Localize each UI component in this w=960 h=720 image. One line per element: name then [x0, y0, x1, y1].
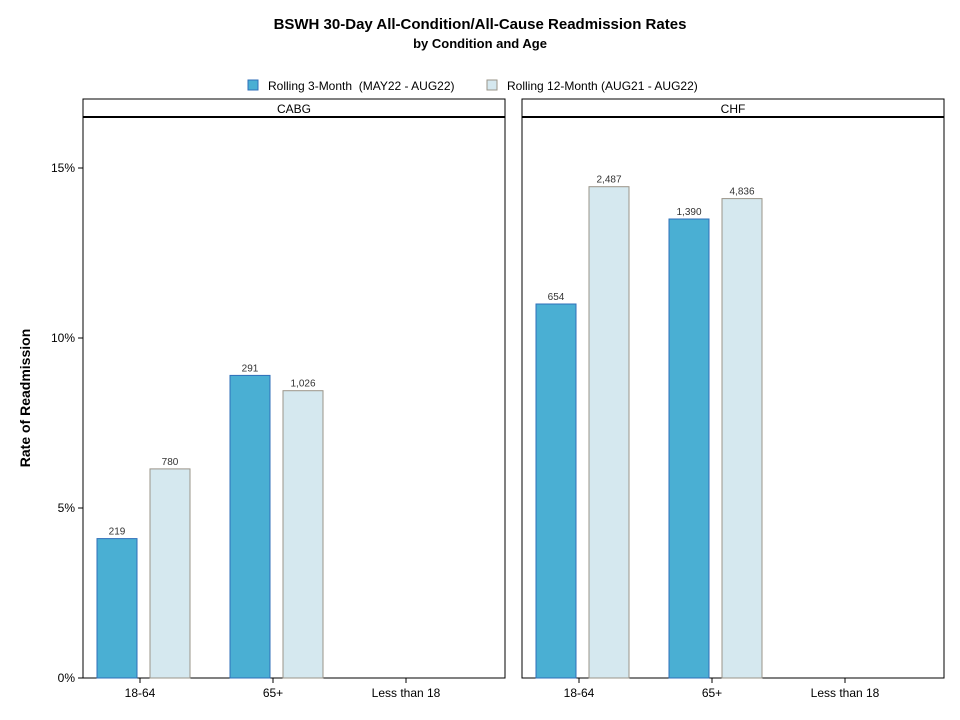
bar-value-label: 1,026: [290, 379, 315, 390]
bar-value-label: 219: [109, 527, 126, 538]
y-tick-label: 5%: [58, 501, 76, 515]
panel-header-chf: CHF: [721, 102, 746, 116]
chart-subtitle: by Condition and Age: [413, 36, 547, 51]
bar-cabg-65+-s1: [229, 374, 271, 679]
x-tick-label: 65+: [702, 686, 722, 700]
bar-value-label: 291: [242, 363, 259, 374]
bar-value-label: 780: [162, 457, 179, 468]
bar-chf-65+-s2: [721, 198, 763, 679]
x-tick-label: 18-64: [564, 686, 595, 700]
bar-value-label: 1,390: [676, 207, 701, 218]
x-tick-label: Less than 18: [372, 686, 441, 700]
bar-cabg-18-64-s2: [149, 468, 191, 679]
bar-value-label: 4,836: [729, 187, 754, 198]
bar-cabg-18-64-s1: [96, 538, 138, 679]
x-tick-label: 65+: [263, 686, 283, 700]
legend: Rolling 3-Month (MAY22 - AUG22) Rolling …: [247, 79, 698, 93]
legend-swatch-12-month: [486, 79, 498, 91]
bar-value-label: 2,487: [596, 175, 621, 186]
legend-label-12-month: Rolling 12-Month (AUG21 - AUG22): [507, 79, 698, 93]
x-tick-label: 18-64: [125, 686, 156, 700]
chart-title: BSWH 30-Day All-Condition/All-Cause Read…: [274, 16, 687, 33]
y-axis-label: Rate of Readmission: [17, 329, 33, 467]
bar-cabg-65+-s2: [282, 390, 324, 679]
y-tick-label: 10%: [51, 331, 75, 345]
bar-chf-18-64-s2: [588, 186, 630, 679]
panel-header-cabg: CABG: [277, 102, 311, 116]
legend-label-3-month: Rolling 3-Month (MAY22 - AUG22): [268, 79, 455, 93]
bar-value-label: 654: [548, 292, 565, 303]
x-tick-label: Less than 18: [811, 686, 880, 700]
bar-chf-18-64-s1: [535, 303, 577, 679]
plot-area: 0% 5% 10% 15% CABG 18-64 219 780 65+ 291 1,026 Less…: [51, 98, 945, 700]
legend-swatch-3-month: [247, 79, 259, 91]
y-tick-label: 0%: [58, 671, 76, 685]
bar-chf-65+-s1: [668, 218, 710, 679]
y-tick-label: 15%: [51, 161, 75, 175]
